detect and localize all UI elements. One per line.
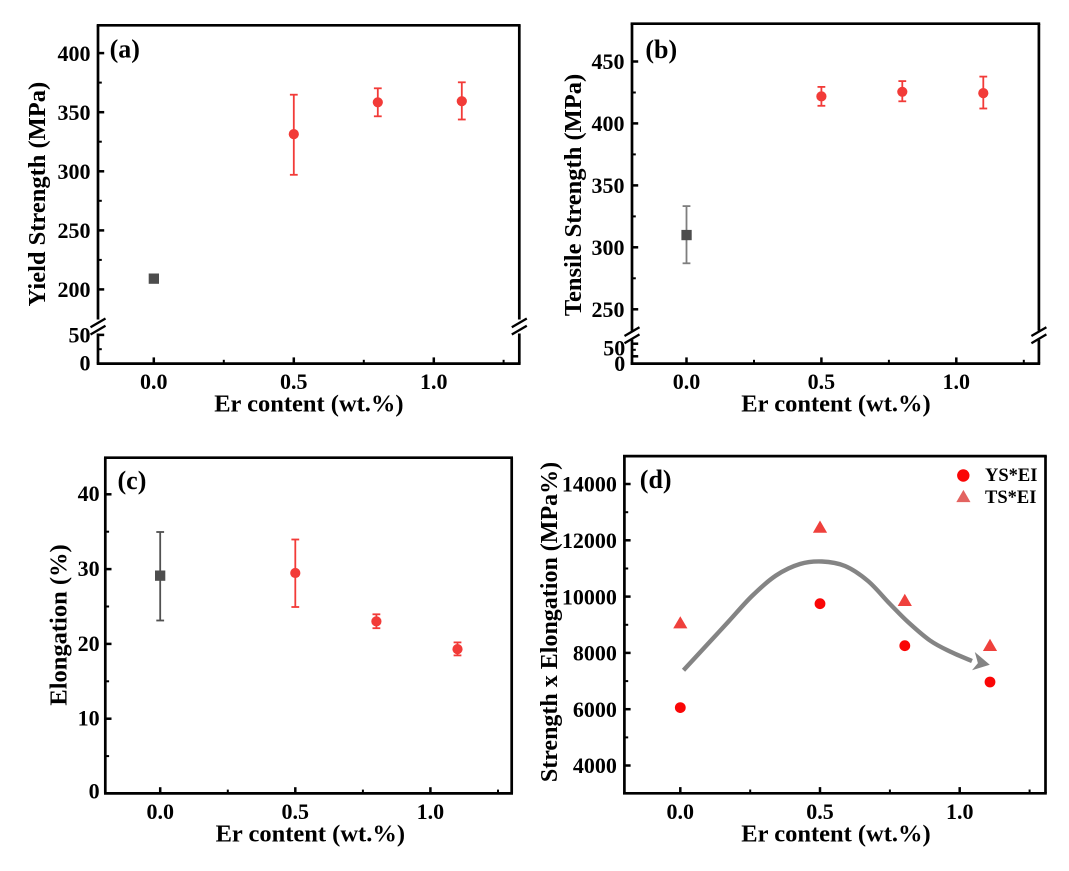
svg-text:400: 400 <box>58 41 91 66</box>
svg-text:200: 200 <box>58 277 91 302</box>
svg-text:10: 10 <box>78 706 100 731</box>
svg-text:6000: 6000 <box>573 697 617 722</box>
svg-text:1.0: 1.0 <box>417 799 445 824</box>
svg-text:0.5: 0.5 <box>806 799 834 824</box>
svg-text:40: 40 <box>78 481 100 506</box>
svg-text:0.0: 0.0 <box>146 799 174 824</box>
svg-text:0.0: 0.0 <box>673 369 701 394</box>
svg-text:350: 350 <box>58 100 91 125</box>
svg-text:Tensile Strength (MPa): Tensile Strength (MPa) <box>560 74 587 316</box>
svg-text:0: 0 <box>80 351 91 376</box>
svg-text:50: 50 <box>603 335 625 360</box>
svg-text:YS*EI: YS*EI <box>985 466 1037 486</box>
svg-text:250: 250 <box>592 297 625 322</box>
svg-text:0.0: 0.0 <box>140 369 168 394</box>
svg-text:Strength x Elongation (MPa%): Strength x Elongation (MPa%) <box>537 462 563 782</box>
svg-text:50: 50 <box>69 323 91 348</box>
svg-text:14000: 14000 <box>562 472 617 497</box>
svg-text:10000: 10000 <box>562 584 617 609</box>
svg-text:Er content (wt.%): Er content (wt.%) <box>741 820 930 847</box>
svg-text:0: 0 <box>89 779 100 804</box>
svg-text:1.0: 1.0 <box>946 799 974 824</box>
svg-text:350: 350 <box>592 173 625 198</box>
svg-text:250: 250 <box>58 218 91 243</box>
svg-text:TS*EI: TS*EI <box>985 488 1036 508</box>
svg-text:Er content (wt.%): Er content (wt.%) <box>214 391 403 418</box>
svg-text:(d): (d) <box>640 465 672 494</box>
svg-text:Elongation (%): Elongation (%) <box>46 544 73 705</box>
svg-text:300: 300 <box>58 159 91 184</box>
svg-text:400: 400 <box>592 111 625 136</box>
svg-text:12000: 12000 <box>562 528 617 553</box>
svg-text:0: 0 <box>614 351 625 376</box>
svg-text:1.0: 1.0 <box>943 369 971 394</box>
svg-text:0.5: 0.5 <box>280 369 308 394</box>
svg-text:300: 300 <box>592 235 625 260</box>
svg-text:(b): (b) <box>645 35 677 64</box>
svg-text:(c): (c) <box>118 466 147 495</box>
svg-text:(a): (a) <box>110 35 140 64</box>
svg-text:4000: 4000 <box>573 753 617 778</box>
svg-text:0.5: 0.5 <box>282 799 310 824</box>
svg-text:0.5: 0.5 <box>808 369 836 394</box>
svg-text:30: 30 <box>78 556 100 581</box>
svg-text:20: 20 <box>78 631 100 656</box>
svg-text:450: 450 <box>592 49 625 74</box>
svg-text:Er content (wt.%): Er content (wt.%) <box>216 820 405 847</box>
svg-text:0.0: 0.0 <box>667 799 695 824</box>
svg-text:Er content (wt.%): Er content (wt.%) <box>741 391 930 418</box>
svg-text:Yield Strength (MPa): Yield Strength (MPa) <box>24 82 51 307</box>
svg-text:8000: 8000 <box>573 641 617 666</box>
svg-text:1.0: 1.0 <box>420 369 448 394</box>
